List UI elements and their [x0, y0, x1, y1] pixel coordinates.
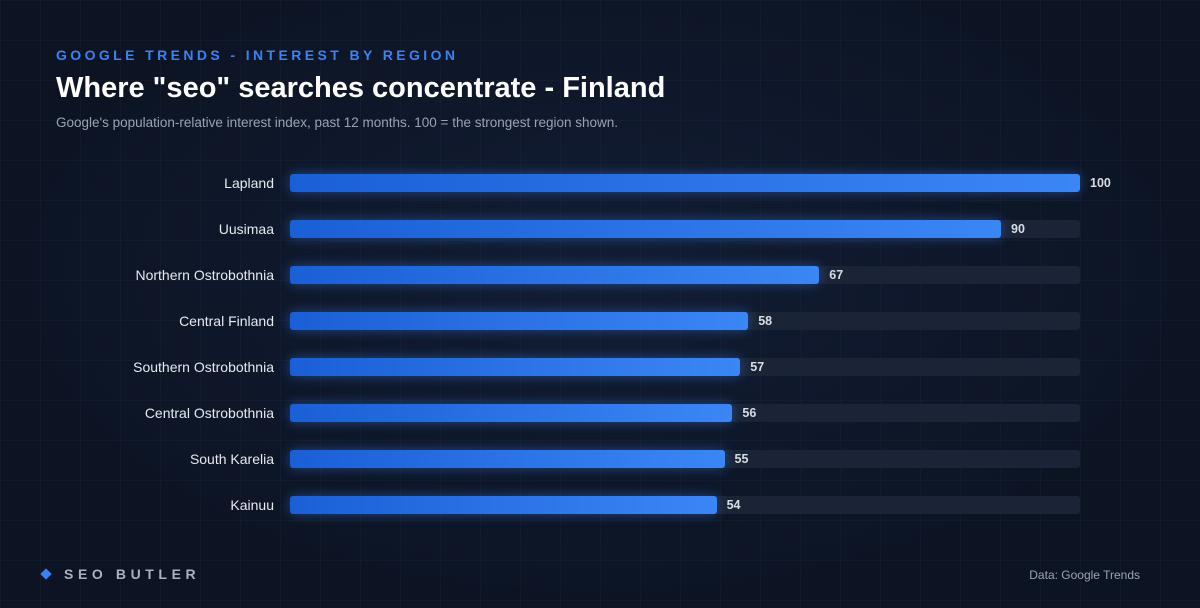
bar	[290, 266, 820, 284]
category-label: Lapland	[224, 175, 274, 191]
brand: SEO BUTLER	[40, 566, 200, 582]
category-label: Northern Ostrobothnia	[135, 267, 274, 283]
value-label: 67	[829, 268, 844, 282]
bar	[290, 312, 749, 330]
category-label: Kainuu	[230, 497, 274, 513]
category-label: Southern Ostrobothnia	[133, 359, 274, 375]
value-label: 100	[1090, 176, 1111, 190]
chart-subtitle: Google's population-relative interest in…	[56, 115, 619, 130]
bar	[290, 404, 733, 422]
value-label: 57	[750, 360, 765, 374]
eyebrow-label: GOOGLE TRENDS - INTEREST BY REGION	[56, 47, 459, 63]
category-label: South Karelia	[189, 451, 274, 467]
data-source: Data: Google Trends	[1029, 568, 1140, 582]
category-label: Central Ostrobothnia	[144, 405, 274, 421]
bar	[290, 174, 1080, 192]
category-label: Uusimaa	[218, 221, 274, 237]
value-label: 56	[742, 406, 757, 420]
category-label: Central Finland	[179, 313, 274, 329]
value-label: 54	[726, 498, 741, 512]
value-label: 58	[758, 314, 773, 328]
value-label: 90	[1011, 222, 1025, 236]
diamond-icon	[40, 568, 52, 580]
bar	[290, 220, 1001, 238]
chart-title: Where "seo" searches concentrate - Finla…	[56, 72, 666, 104]
brand-name: SEO BUTLER	[64, 566, 201, 582]
bar	[290, 358, 741, 376]
bar	[290, 450, 725, 468]
value-label: 55	[734, 452, 749, 466]
bar	[290, 496, 717, 514]
